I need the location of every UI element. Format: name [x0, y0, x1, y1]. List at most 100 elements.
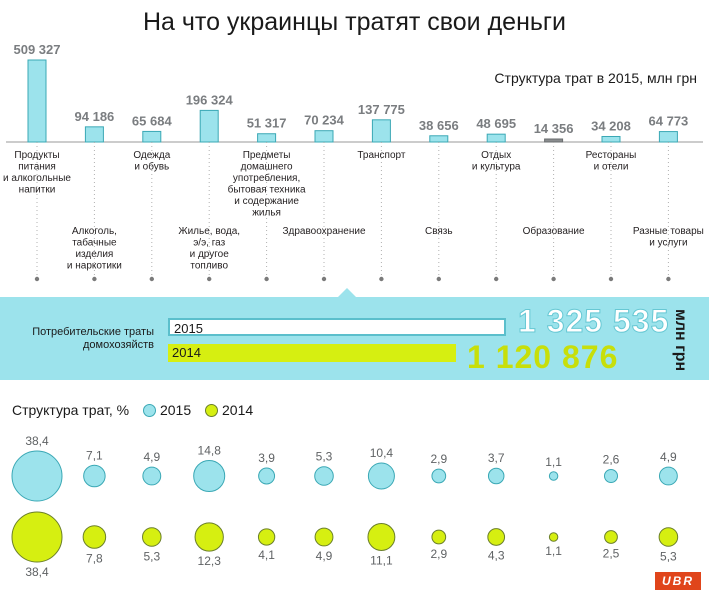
share-2014-dot-8	[487, 528, 506, 546]
category-label-3: Жилье, вода, э/э, газ и другое топливо	[178, 226, 240, 272]
share-2015-dot-8	[487, 467, 505, 485]
bar-value-label-2: 65 684	[132, 113, 173, 128]
legend-2014-swatch	[205, 404, 219, 417]
share-2015-label-3: 14,8	[198, 443, 222, 457]
share-2014-dot-9	[548, 532, 559, 542]
bar-value-label-4: 51 317	[247, 116, 287, 131]
share-2015-dot-2	[142, 466, 162, 486]
share-2014-label-11: 5,3	[660, 549, 677, 563]
bar-0	[27, 59, 47, 143]
leader-dot-10	[608, 276, 614, 282]
bar-value-label-0: 509 327	[14, 42, 61, 57]
leader-dot-7	[436, 276, 441, 282]
share-2014-label-2: 5,3	[143, 549, 160, 563]
share-2015-label-5: 5,3	[316, 450, 333, 464]
legend-title: Структура трат, %	[12, 402, 130, 418]
chart-subtitle: Структура трат в 2015, млн грн	[494, 70, 697, 86]
share-2015-label-1: 7,1	[86, 448, 103, 462]
ubr-logo: UBR	[655, 572, 701, 590]
share-2015-label-4: 3,9	[258, 451, 275, 465]
share-2014-label-5: 4,9	[316, 549, 333, 563]
share-2015-label-6: 10,4	[370, 446, 394, 460]
share-2014-dot-3	[194, 522, 224, 552]
page-title: На что украинцы тратят свои деньги	[142, 8, 566, 36]
category-label-5: Здравоохранение	[282, 226, 366, 237]
share-2014-label-1: 7,8	[86, 551, 103, 565]
bar-4	[257, 133, 277, 143]
share-2015-dot-4	[258, 467, 276, 485]
share-2015-dot-0	[11, 450, 63, 502]
share-2014-label-7: 2,9	[430, 547, 447, 561]
category-label-1: Алкоголь, табачные изделия и наркотики	[67, 226, 122, 272]
share-2015-dot-9	[548, 471, 559, 481]
share-2015-dot-3	[193, 459, 226, 493]
share-2014-dot-0	[11, 511, 63, 563]
share-2014-label-4: 4,1	[258, 548, 275, 562]
share-2015-dot-1	[83, 464, 106, 488]
category-label-8: Отдых и культура	[472, 150, 521, 173]
bar-value-label-1: 94 186	[75, 109, 115, 124]
total-value-2015: 1 325 535	[517, 303, 670, 340]
legend-2015-label: 2015	[159, 402, 192, 418]
bar-value-label-6: 137 775	[358, 102, 405, 117]
units-label: млн грн	[672, 308, 689, 372]
share-2014-dot-1	[82, 525, 107, 549]
share-2014-dot-4	[257, 528, 276, 546]
leader-dot-0	[34, 276, 40, 282]
share-2014-dot-11	[658, 527, 679, 547]
share-2015-label-10: 2,6	[603, 452, 620, 466]
leader-dot-8	[494, 276, 499, 282]
leader-dot-5	[321, 276, 327, 282]
total-bar-2014-year: 2014	[172, 345, 201, 360]
category-label-7: Связь	[425, 226, 453, 237]
share-2015-dot-5	[314, 466, 334, 486]
total-bar-2015: 2015	[168, 318, 506, 336]
totals-label: Потребительские траты домохозяйств	[32, 326, 154, 351]
bar-value-label-8: 48 695	[476, 116, 516, 131]
bar-value-label-11: 64 773	[649, 114, 689, 129]
bar-value-label-9: 14 356	[534, 121, 574, 136]
bar-9	[544, 138, 564, 143]
total-bar-2014: 2014	[168, 344, 456, 362]
leader-dot-9	[551, 276, 556, 282]
legend-2015-swatch	[142, 404, 156, 417]
total-value-2014: 1 120 876	[467, 339, 619, 375]
share-2015-dot-6	[367, 462, 395, 490]
bar-10	[601, 135, 621, 143]
share-2014-label-9: 1,1	[545, 544, 562, 558]
share-2014-dot-6	[367, 523, 396, 551]
category-label-9: Образование	[523, 225, 585, 237]
bar-value-label-5: 70 234	[304, 113, 345, 128]
share-2014-dot-2	[142, 527, 162, 547]
totals-band	[0, 297, 709, 380]
category-label-0: Продукты питания и алкогольные напитки	[3, 150, 71, 196]
bar-8	[486, 133, 506, 143]
share-2014-dot-5	[314, 527, 334, 547]
bar-5	[314, 130, 334, 143]
bar-7	[429, 135, 449, 143]
bar-value-label-7: 38 656	[419, 118, 459, 133]
leader-dot-1	[92, 276, 97, 282]
share-2015-label-0: 38,4	[25, 434, 49, 448]
share-2015-label-2: 4,9	[143, 450, 160, 464]
leader-dot-3	[207, 276, 212, 282]
bar-1	[84, 126, 104, 143]
category-label-10: Рестораны и отели	[586, 150, 637, 173]
share-2014-label-6: 11,1	[370, 553, 393, 567]
share-2014-label-0: 38,4	[25, 565, 49, 579]
leader-dot-11	[666, 276, 671, 282]
category-label-11: Разные товары и услуги	[633, 226, 704, 249]
category-label-4: Предметы домашнего употребления, бытовая те…	[228, 150, 306, 219]
share-2015-label-7: 2,9	[430, 452, 447, 466]
share-2014-label-10: 2,5	[603, 546, 620, 560]
share-2014-label-3: 12,3	[198, 554, 222, 568]
share-2015-label-9: 1,1	[545, 455, 562, 469]
bar-6	[371, 119, 391, 143]
share-2015-label-11: 4,9	[660, 450, 677, 464]
share-2015-dot-7	[431, 468, 447, 484]
share-2014-dot-7	[431, 529, 447, 545]
bar-3	[199, 109, 219, 143]
category-label-2: Одежда и обувь	[133, 150, 170, 173]
category-label-6: Транспорт	[357, 150, 406, 161]
